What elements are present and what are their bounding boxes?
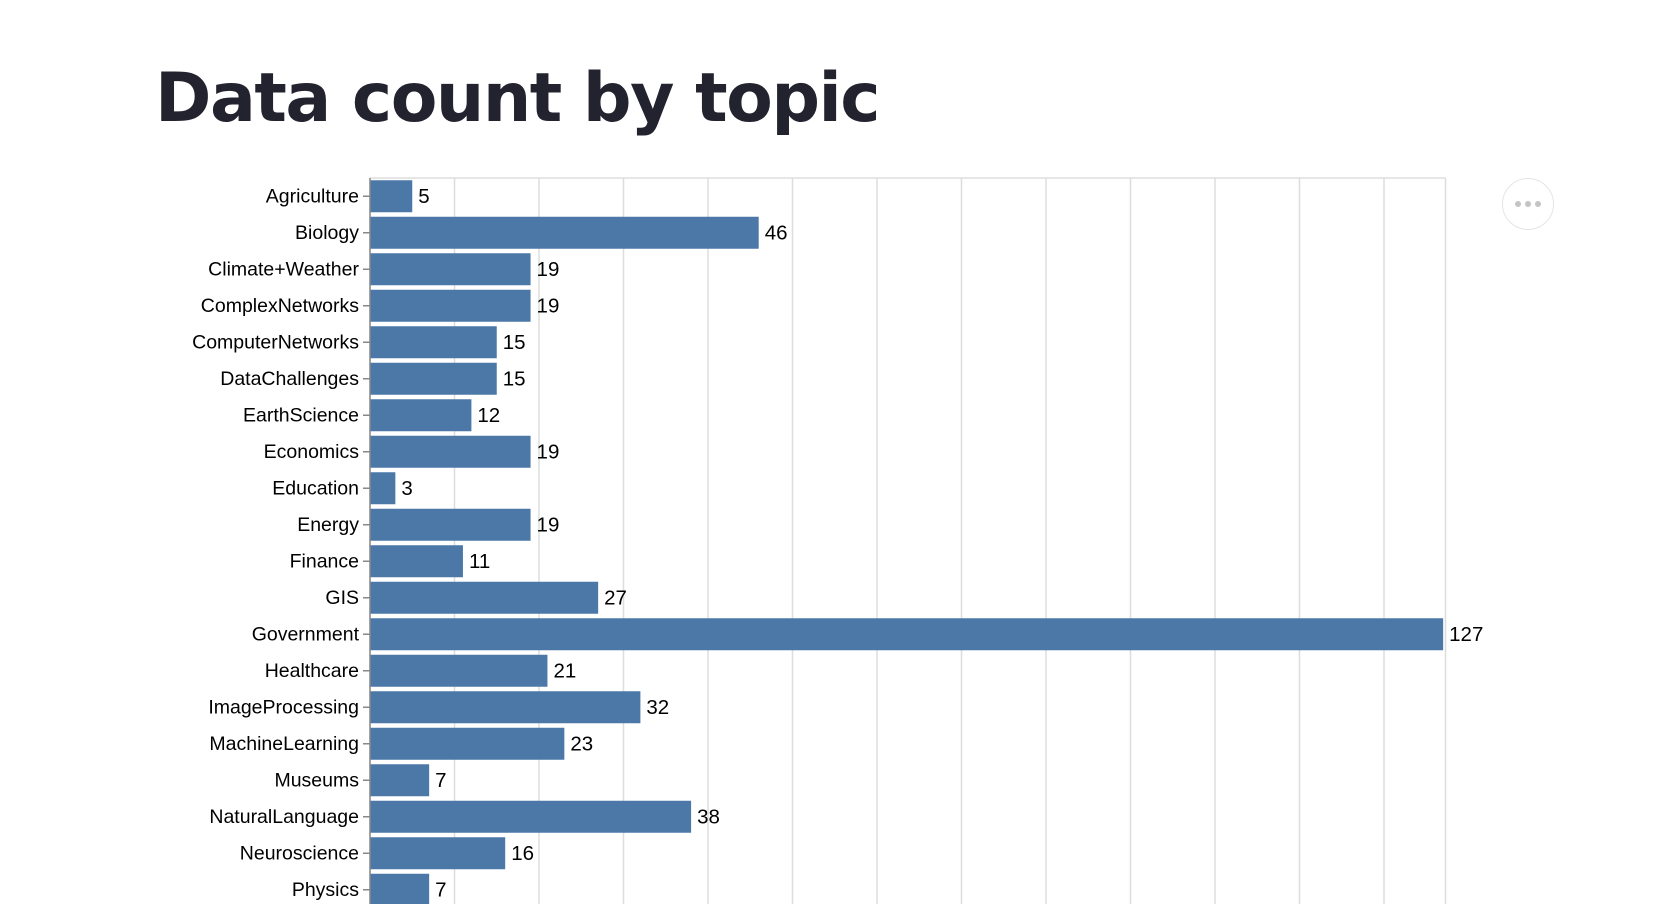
- bar-agriculture[interactable]: [370, 180, 413, 213]
- data-label: 127: [1449, 623, 1483, 646]
- data-label: 12: [477, 404, 500, 427]
- bar-computernetworks[interactable]: [370, 326, 497, 359]
- y-tick-label: Finance: [290, 550, 359, 572]
- bar-machinelearning[interactable]: [370, 727, 565, 760]
- data-label: 11: [469, 550, 490, 573]
- chart-actions-button[interactable]: [1502, 178, 1554, 230]
- ellipsis-icon: [1515, 201, 1541, 207]
- y-tick-label: Education: [272, 477, 359, 499]
- bar-naturallanguage[interactable]: [370, 800, 692, 833]
- data-label: 3: [401, 477, 412, 500]
- y-tick-label: MachineLearning: [209, 733, 359, 755]
- bar-earthscience[interactable]: [370, 399, 472, 432]
- data-label: 19: [537, 440, 560, 463]
- bar-energy[interactable]: [370, 508, 531, 541]
- data-label: 32: [646, 696, 669, 719]
- bar-imageprocessing[interactable]: [370, 691, 641, 724]
- bar-neuroscience[interactable]: [370, 837, 506, 870]
- data-label: 7: [435, 769, 446, 792]
- data-label: 46: [765, 221, 788, 244]
- page-title: Data count by topic: [155, 59, 881, 138]
- data-label: 27: [604, 586, 627, 609]
- y-tick-label: DataChallenges: [220, 368, 359, 390]
- y-tick-label: Agriculture: [266, 185, 359, 207]
- y-tick-label: ComplexNetworks: [201, 295, 359, 317]
- bar-physics[interactable]: [370, 873, 430, 904]
- bar-healthcare[interactable]: [370, 654, 548, 687]
- y-axis: Agriculture Biology Climate+Weather Complex…: [192, 178, 371, 904]
- data-label: 21: [553, 659, 576, 682]
- y-tick-label: Museums: [274, 769, 359, 791]
- data-label: 19: [537, 258, 560, 281]
- bar-education[interactable]: [370, 472, 396, 505]
- data-label: 7: [435, 878, 446, 901]
- data-label: 19: [537, 294, 560, 317]
- bar-museums[interactable]: [370, 764, 430, 797]
- bar-gis[interactable]: [370, 581, 599, 614]
- data-label: 23: [570, 732, 593, 755]
- y-tick-label: Biology: [295, 222, 359, 244]
- data-label: 5: [418, 185, 429, 208]
- y-tick-label: Economics: [264, 441, 360, 463]
- data-label: 19: [537, 513, 560, 536]
- y-tick-label: Neuroscience: [240, 842, 359, 864]
- y-tick-label: GIS: [325, 587, 359, 609]
- y-tick-label: Climate+Weather: [208, 258, 359, 280]
- bar-economics[interactable]: [370, 435, 531, 468]
- bar-government[interactable]: [370, 618, 1444, 651]
- bar-finance[interactable]: [370, 545, 463, 578]
- grid-lines: [369, 177, 1447, 904]
- data-label: 15: [503, 367, 526, 390]
- bar-datachallenges[interactable]: [370, 362, 497, 395]
- bar-climate-weather[interactable]: [370, 253, 531, 286]
- data-label: 16: [511, 842, 534, 865]
- y-tick-label: Energy: [297, 514, 359, 536]
- y-tick-label: Physics: [292, 879, 359, 901]
- y-tick-label: ImageProcessing: [208, 696, 359, 718]
- y-tick-label: Healthcare: [265, 660, 359, 682]
- bars: [370, 180, 1444, 904]
- bar-biology[interactable]: [370, 216, 759, 249]
- y-tick-label: NaturalLanguage: [209, 806, 359, 828]
- y-tick-label: ComputerNetworks: [192, 331, 359, 353]
- data-label: 38: [697, 805, 720, 828]
- data-label: 15: [503, 331, 526, 354]
- y-tick-label: Government: [252, 623, 360, 645]
- y-tick-label: EarthScience: [243, 404, 359, 426]
- bar-complexnetworks[interactable]: [370, 289, 531, 322]
